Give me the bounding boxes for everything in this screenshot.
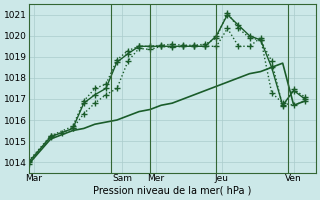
X-axis label: Pression niveau de la mer( hPa ): Pression niveau de la mer( hPa ) <box>93 186 252 196</box>
